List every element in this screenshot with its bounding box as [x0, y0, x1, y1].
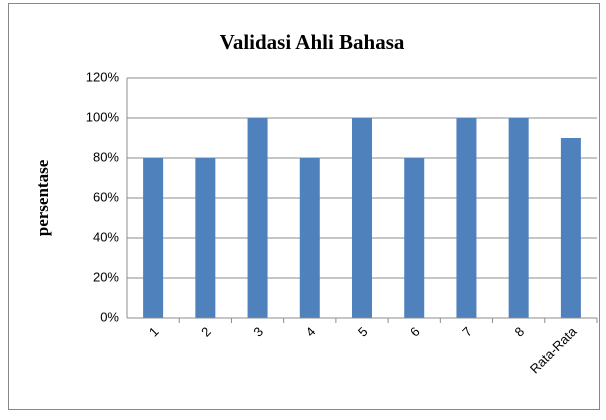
bar [299, 158, 320, 318]
bar [352, 118, 372, 318]
y-tick-label: 60% [93, 189, 119, 204]
bar [508, 118, 529, 318]
y-tick-label: 80% [93, 149, 119, 164]
y-tick-label: 100% [86, 109, 120, 124]
bar [560, 138, 581, 318]
y-tick-label: 0% [100, 309, 119, 324]
bar [143, 158, 164, 318]
chart-title: Validasi Ahli Bahasa [220, 30, 405, 54]
y-tick-label: 40% [93, 229, 119, 244]
bar [247, 118, 268, 318]
y-tick-label: 120% [86, 69, 120, 84]
y-tick-label: 20% [93, 269, 119, 284]
bar [195, 158, 216, 318]
bar [404, 158, 425, 318]
y-axis-label: persentase [33, 159, 52, 236]
bar [456, 118, 477, 318]
